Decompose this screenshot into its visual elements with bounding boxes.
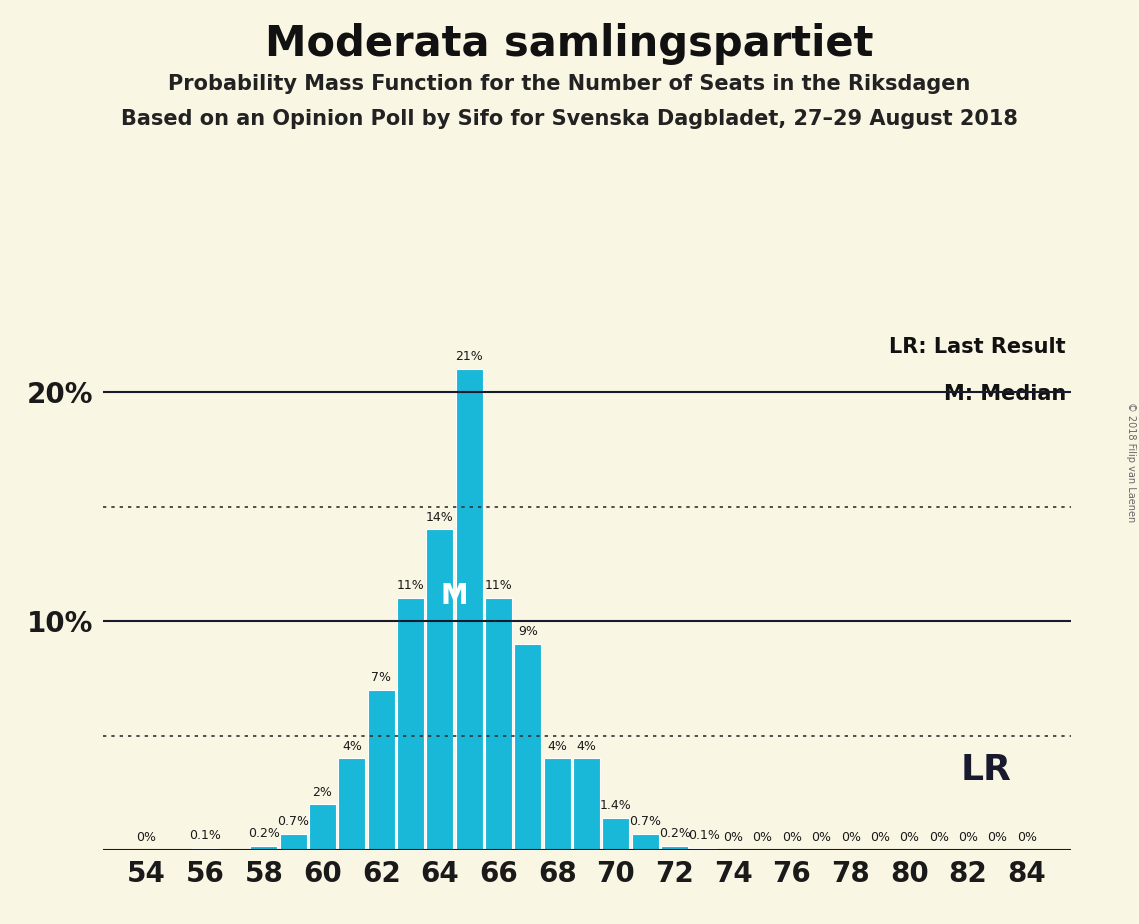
Text: 4%: 4% [548,740,567,753]
Bar [543,759,571,850]
Text: 0%: 0% [1017,832,1036,845]
Bar [456,370,483,850]
Text: Based on an Opinion Poll by Sifo for Svenska Dagbladet, 27–29 August 2018: Based on an Opinion Poll by Sifo for Sve… [121,109,1018,129]
Text: 11%: 11% [485,579,513,592]
Bar [251,845,278,850]
Text: 7%: 7% [371,671,391,684]
Text: 0.7%: 0.7% [277,815,309,828]
Bar [191,848,219,850]
Bar [603,818,630,850]
Text: 0%: 0% [870,832,890,845]
Text: 0%: 0% [841,832,861,845]
Bar [368,690,395,850]
Bar [485,598,513,850]
Text: 0.2%: 0.2% [658,827,690,840]
Bar [426,529,453,850]
Text: M: Median: M: Median [943,384,1066,404]
Text: M: M [441,581,468,610]
Text: 2%: 2% [312,785,333,798]
Text: 0%: 0% [988,832,1007,845]
Bar [632,834,658,850]
Text: 4%: 4% [342,740,362,753]
Bar [690,848,718,850]
Text: 0.1%: 0.1% [189,829,221,842]
Text: 0%: 0% [723,832,744,845]
Text: 11%: 11% [396,579,425,592]
Text: Probability Mass Function for the Number of Seats in the Riksdagen: Probability Mass Function for the Number… [169,74,970,94]
Text: 21%: 21% [456,350,483,363]
Bar [309,804,336,850]
Text: 14%: 14% [426,511,453,524]
Text: 0.2%: 0.2% [248,827,280,840]
Bar [398,598,424,850]
Text: 0%: 0% [782,832,802,845]
Text: 1.4%: 1.4% [600,799,632,812]
Text: 9%: 9% [518,626,538,638]
Text: 0%: 0% [811,832,831,845]
Bar [661,845,688,850]
Text: 0%: 0% [753,832,772,845]
Bar [338,759,366,850]
Text: 0%: 0% [928,832,949,845]
Text: 0%: 0% [137,832,156,845]
Text: Moderata samlingspartiet: Moderata samlingspartiet [265,23,874,65]
Bar [280,834,306,850]
Text: 0.1%: 0.1% [688,829,720,842]
Text: 0%: 0% [900,832,919,845]
Bar [515,644,541,850]
Text: 4%: 4% [576,740,597,753]
Text: © 2018 Filip van Laenen: © 2018 Filip van Laenen [1126,402,1136,522]
Text: LR: LR [961,753,1011,787]
Text: LR: Last Result: LR: Last Result [890,336,1066,357]
Text: 0.7%: 0.7% [629,815,662,828]
Bar [573,759,600,850]
Text: 0%: 0% [958,832,978,845]
